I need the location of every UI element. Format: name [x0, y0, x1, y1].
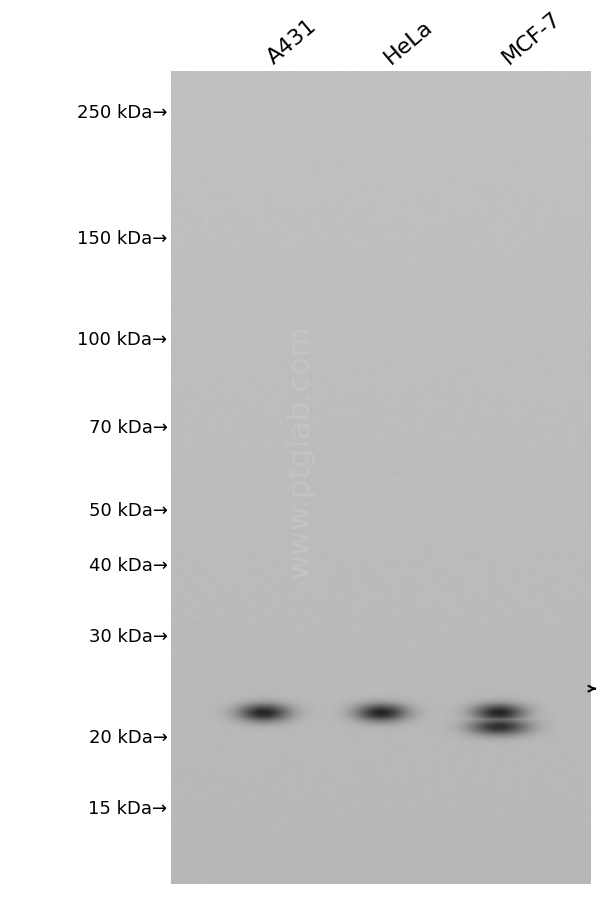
Text: 30 kDa→: 30 kDa→	[89, 628, 167, 646]
Text: www.ptglab.com: www.ptglab.com	[286, 325, 314, 577]
Text: 20 kDa→: 20 kDa→	[89, 728, 167, 746]
Text: 150 kDa→: 150 kDa→	[77, 230, 167, 248]
Text: 50 kDa→: 50 kDa→	[89, 502, 167, 520]
Text: 40 kDa→: 40 kDa→	[89, 557, 167, 575]
Text: 100 kDa→: 100 kDa→	[77, 330, 167, 348]
Text: 250 kDa→: 250 kDa→	[77, 104, 167, 122]
Text: HeLa: HeLa	[381, 16, 437, 68]
Text: A431: A431	[263, 15, 320, 68]
Text: 70 kDa→: 70 kDa→	[89, 419, 167, 437]
Text: 15 kDa→: 15 kDa→	[88, 799, 167, 817]
Text: MCF-7: MCF-7	[499, 7, 565, 68]
